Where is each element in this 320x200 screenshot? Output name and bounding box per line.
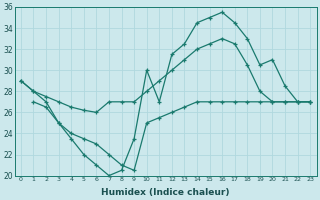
X-axis label: Humidex (Indice chaleur): Humidex (Indice chaleur) xyxy=(101,188,230,197)
